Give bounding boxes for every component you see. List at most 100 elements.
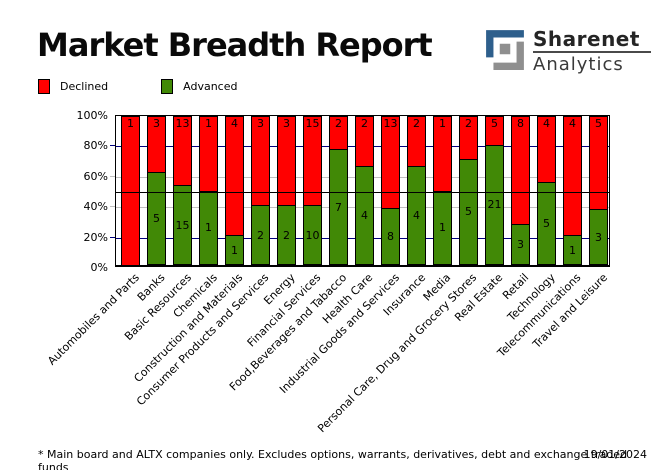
declined-count-label: 1	[439, 117, 446, 130]
page-title: Market Breadth Report	[37, 26, 433, 64]
advanced-count-label: 5	[543, 217, 550, 231]
declined-count-label: 4	[231, 117, 238, 130]
declined-count-label: 1	[127, 117, 134, 130]
declined-count-label: 2	[335, 117, 342, 130]
advanced-count-label: 8	[387, 230, 394, 244]
bar-segment-declined: 4	[537, 116, 556, 183]
bar-segment-advanced: 1	[225, 235, 244, 265]
declined-count-label: 3	[283, 117, 290, 130]
advanced-count-label: 21	[487, 198, 502, 212]
declined-count-label: 8	[517, 117, 524, 130]
sharenet-s-icon	[486, 30, 524, 70]
bar-segment-advanced: 5	[147, 171, 166, 265]
y-tick-mark	[110, 206, 115, 208]
y-tick-label-80: 80%	[0, 139, 115, 152]
bar-segment-declined: 1	[121, 116, 140, 265]
bar-automobiles-and-parts: 1	[121, 116, 140, 265]
chart-legend: Declined Advanced	[38, 79, 290, 94]
bar-segment-advanced: 10	[303, 205, 322, 265]
logo-divider	[533, 51, 651, 53]
advanced-count-label: 1	[205, 221, 212, 235]
declined-count-label: 1	[205, 117, 212, 130]
advanced-count-label: 1	[569, 243, 576, 257]
declined-count-label: 3	[257, 117, 264, 130]
bar-segment-declined: 3	[251, 116, 270, 206]
y-tick-mark	[110, 175, 115, 177]
declined-count-label: 2	[465, 117, 472, 130]
y-tick-label-0: 0%	[90, 261, 108, 274]
bar-segment-advanced: 3	[511, 224, 530, 265]
x-axis-labels: Automobiles and Parts Banks Basic Resource…	[45, 271, 610, 441]
legend-item-advanced: Advanced	[161, 79, 237, 94]
advanced-count-label: 5	[465, 205, 472, 219]
bar-segment-advanced: 2	[251, 205, 270, 265]
advanced-count-label: 10	[305, 228, 320, 242]
bar-segment-declined: 4	[563, 116, 582, 236]
declined-count-label: 3	[153, 117, 160, 130]
advanced-count-label: 1	[439, 221, 446, 235]
bar-segment-advanced: 5	[459, 158, 478, 265]
declined-count-label: 15	[305, 117, 320, 130]
declined-count-label: 5	[491, 117, 498, 130]
declined-count-label: 4	[543, 117, 550, 130]
y-axis-labels: 100% 80% 60% 40% 20% 0%	[0, 109, 115, 274]
bar-segment-declined: 2	[329, 116, 348, 150]
bar-segment-declined: 8	[511, 116, 530, 225]
legend-label-advanced: Advanced	[183, 80, 238, 93]
advanced-count-label: 7	[335, 200, 342, 214]
bar-segment-declined: 3	[147, 116, 166, 172]
bar-segment-declined: 2	[459, 116, 478, 159]
bar-segment-declined: 15	[303, 116, 322, 206]
bar-segment-advanced: 3	[589, 209, 608, 265]
bar-segment-advanced: 5	[537, 182, 556, 265]
bar-segment-declined: 13	[381, 116, 400, 209]
bar-segment-declined: 2	[355, 116, 374, 166]
declined-swatch-icon	[38, 79, 50, 94]
bar-segment-advanced: 2	[277, 205, 296, 265]
logo-division-name: Analytics	[533, 54, 624, 75]
bar-real-estate: 5 21	[485, 116, 504, 265]
declined-count-label: 5	[595, 117, 602, 130]
advanced-count-label: 1	[231, 243, 238, 257]
x-category-label: Automobiles and Parts	[45, 271, 142, 368]
advanced-count-label: 15	[175, 218, 190, 232]
y-tick-mark	[110, 236, 115, 238]
advanced-count-label: 5	[153, 211, 160, 225]
declined-count-label: 2	[413, 117, 420, 130]
footer-date: 19/01/2024	[583, 448, 647, 461]
bar-segment-declined: 13	[173, 116, 192, 186]
declined-count-label: 4	[569, 117, 576, 130]
declined-count-label: 2	[361, 117, 368, 130]
bar-basic-resources: 13 15	[173, 116, 192, 265]
bar-segment-declined: 2	[407, 116, 426, 166]
advanced-count-label: 3	[595, 230, 602, 244]
y-tick-mark	[110, 145, 115, 147]
bar-segment-declined: 1	[199, 116, 218, 191]
plot-area: 1 3 5 13 15 1 1 4 1 3 2 3 2 15 10 2 7 2 4 13 8 2 4 1 1 2 5 5 21 8 3 4 5 4…	[115, 115, 610, 267]
bar-financial-services: 15 10	[303, 116, 322, 265]
bar-segment-advanced: 1	[433, 190, 452, 265]
bar-segment-declined: 1	[433, 116, 452, 191]
declined-count-label: 13	[383, 117, 398, 130]
footer-note: * Main board and ALTX companies only. Ex…	[38, 448, 628, 470]
y-tick-label-40: 40%	[0, 200, 115, 213]
advanced-swatch-icon	[161, 79, 174, 94]
bar-segment-declined: 3	[277, 116, 296, 206]
sharenet-logo: Sharenet Analytics	[484, 28, 651, 75]
y-tick-label-60: 60%	[0, 170, 115, 183]
advanced-count-label: 3	[517, 238, 524, 252]
legend-item-declined: Declined	[38, 79, 108, 94]
declined-count-label: 13	[175, 117, 190, 130]
